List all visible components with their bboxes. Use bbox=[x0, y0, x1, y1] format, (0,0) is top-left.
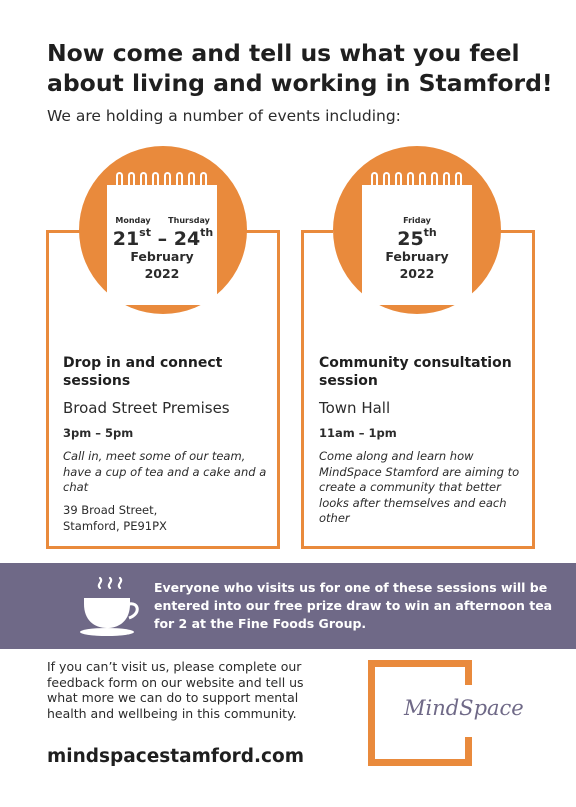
banner-text: Everyone who visits us for one of these … bbox=[154, 580, 553, 631]
event-card-consultation bbox=[301, 230, 535, 549]
event-description: Come along and learn how MindSpace Stamf… bbox=[319, 449, 520, 525]
card-border-top bbox=[46, 230, 89, 233]
calendar-rings bbox=[371, 172, 462, 190]
card-border-top bbox=[301, 230, 333, 233]
date-month: February bbox=[130, 249, 194, 264]
event-card-dropin bbox=[46, 230, 280, 549]
date-range: 21st – 24th bbox=[112, 226, 214, 250]
date-day: 25th bbox=[397, 226, 437, 250]
website-link[interactable]: mindspacestamford.com bbox=[47, 746, 305, 767]
calendar-rings bbox=[116, 172, 207, 190]
event-venue: Broad Street Premises bbox=[63, 399, 230, 417]
event-venue: Town Hall bbox=[319, 399, 391, 417]
event-time: 11am – 1pm bbox=[319, 426, 397, 440]
card-border-top bbox=[500, 230, 535, 233]
teacup-icon bbox=[80, 576, 139, 636]
day-end: Thursday bbox=[168, 216, 210, 225]
intro-text: We are holding a number of events includ… bbox=[47, 107, 401, 125]
mindspace-logo: MindSpace bbox=[404, 696, 524, 720]
event-description: Call in, meet some of our team, have a c… bbox=[63, 449, 267, 494]
event-title: Community consultation session bbox=[319, 355, 512, 389]
event-address-line2: Stamford, PE91PX bbox=[63, 519, 167, 533]
calendar-icon bbox=[362, 185, 472, 305]
date-year: 2022 bbox=[144, 266, 180, 281]
feedback-text: If you can’t visit us, please complete o… bbox=[47, 659, 304, 721]
day-start: Monday bbox=[115, 216, 151, 225]
event-time: 3pm – 5pm bbox=[63, 426, 134, 440]
logo-background bbox=[400, 685, 536, 737]
card-border-top bbox=[235, 230, 280, 233]
calendar-icon bbox=[107, 185, 217, 305]
date-month: February bbox=[385, 249, 449, 264]
event-address-line1: 39 Broad Street, bbox=[63, 503, 158, 517]
event-title: Drop in and connect sessions bbox=[63, 355, 223, 389]
day-name: Friday bbox=[403, 216, 431, 225]
headline: Now come and tell us what you feel about… bbox=[47, 39, 553, 97]
date-year: 2022 bbox=[399, 266, 435, 281]
